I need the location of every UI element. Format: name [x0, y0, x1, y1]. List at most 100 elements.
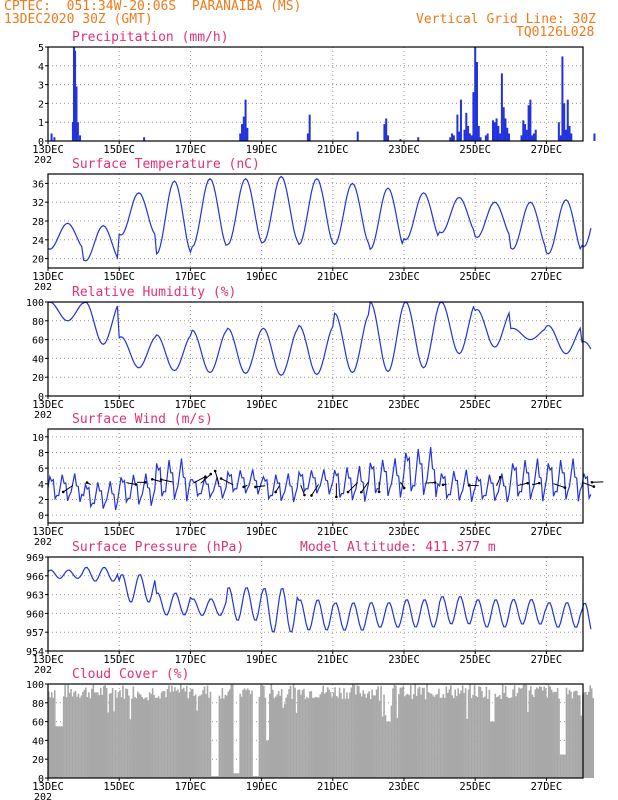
- cloud-bar: [331, 697, 333, 778]
- header-line1: CPTEC: 051:34W-20:06S PARANAIBA (MS): [4, 0, 302, 14]
- cloud-bar: [309, 691, 311, 778]
- cloud-bar: [464, 688, 467, 778]
- cloud-bar: [300, 694, 302, 778]
- cloud-bar: [570, 691, 572, 778]
- cloud-bar: [255, 776, 258, 778]
- cloud-bar: [184, 691, 187, 778]
- cloud-bar: [418, 686, 421, 778]
- cloud-bar: [564, 754, 566, 778]
- cloud-bar: [347, 698, 350, 778]
- cloud-bar: [89, 698, 92, 778]
- y-tick-label: 100: [26, 298, 44, 309]
- x-tick-label: 19DEC: [246, 781, 278, 793]
- cloud-bar: [175, 690, 178, 778]
- cloud-bar: [398, 694, 400, 778]
- panel-frame: [47, 556, 584, 652]
- precip-bar: [467, 125, 470, 141]
- cloud-bar: [246, 688, 249, 778]
- x-tick-label: 19DEC: [246, 654, 278, 666]
- cloud-bar: [507, 697, 510, 778]
- precip-bar: [475, 62, 478, 141]
- cloud-bar: [301, 690, 304, 778]
- cloud-bar: [393, 684, 396, 778]
- cloud-bar: [188, 692, 191, 778]
- cloud-bar: [577, 695, 580, 778]
- precip-bar: [417, 137, 420, 141]
- precip-bar: [520, 135, 523, 141]
- y-tick-label: 963: [26, 591, 44, 602]
- cloud-bar: [242, 689, 244, 778]
- cloud-bar: [323, 693, 326, 778]
- wind-arrow: [553, 483, 566, 489]
- cloud-bar: [182, 687, 185, 778]
- year-label: 202: [34, 282, 52, 293]
- panel-title: Relative Humidity (%): [72, 285, 236, 300]
- cloud-bar: [274, 696, 277, 778]
- cloud-bar: [490, 721, 492, 778]
- cloud-bar: [359, 693, 362, 778]
- wind-arrow: [152, 478, 163, 483]
- panel-frame: [47, 46, 584, 142]
- cloud-bar: [363, 693, 366, 778]
- cloud-bar: [478, 686, 480, 778]
- wind-arrow-head: [433, 481, 437, 484]
- cloud-bar: [261, 685, 264, 778]
- cloud-bar: [203, 686, 206, 778]
- cloud-bar: [546, 697, 548, 778]
- y-tick-label: 60: [32, 718, 44, 729]
- cloud-bar: [243, 688, 246, 778]
- cloud-bar: [457, 688, 459, 778]
- precip-bar: [143, 137, 146, 141]
- cloud-bar: [142, 699, 145, 778]
- precip-bar: [456, 114, 459, 141]
- cloud-bar: [174, 687, 176, 778]
- cloud-bar: [52, 697, 55, 778]
- x-tick-label: 13DEC: [32, 271, 64, 283]
- panel-title: Precipitation (mm/h): [72, 30, 229, 45]
- wind-arrow-head: [85, 481, 89, 484]
- x-tick-label: 17DEC: [175, 399, 207, 411]
- wind-arrow-head: [61, 490, 65, 494]
- cloud-bar: [503, 692, 505, 778]
- cloud-bar: [574, 690, 577, 778]
- cloud-bar: [504, 685, 507, 778]
- cloud-bar: [295, 712, 298, 778]
- precip-bar: [239, 133, 242, 141]
- cloud-bar: [221, 688, 224, 778]
- panel-frame: [47, 301, 584, 397]
- wind-arrow-head: [402, 486, 406, 490]
- cloud-bar: [119, 690, 121, 778]
- cloud-bar: [145, 697, 148, 778]
- cloud-bar: [303, 688, 305, 778]
- x-tick-label: 21DEC: [317, 526, 349, 538]
- cloud-bar: [458, 693, 461, 778]
- cloud-bar: [312, 697, 314, 778]
- wind-arrow: [126, 482, 137, 485]
- y-tick-label: 80: [32, 699, 44, 710]
- cloud-bar: [451, 695, 454, 778]
- cloud-bar: [212, 776, 215, 778]
- cloud-bar: [50, 692, 53, 778]
- precip-bar: [484, 135, 487, 141]
- cloud-bar: [491, 721, 494, 778]
- cloud-bar: [374, 695, 376, 778]
- cloud-bar: [53, 690, 56, 778]
- cloud-bar: [104, 685, 106, 778]
- cloud-bar: [362, 690, 365, 778]
- cloud-bar: [197, 696, 200, 778]
- cloud-bar: [335, 696, 338, 778]
- panel-5: Surface Pressure (hPa) Model Altitude: 41…: [26, 540, 592, 676]
- cloud-bar: [316, 697, 319, 778]
- precip-bar: [557, 122, 560, 141]
- precip-bar: [529, 99, 532, 141]
- cloud-bar: [114, 690, 117, 778]
- cloud-bar: [65, 697, 68, 778]
- cloud-bar: [105, 687, 108, 778]
- cloud-bar: [356, 685, 359, 778]
- wind-arrow: [425, 482, 436, 484]
- y-tick-label: 2: [38, 99, 44, 110]
- cloud-bar: [231, 684, 234, 778]
- cloud-bar: [360, 696, 363, 778]
- cloud-bar: [547, 685, 550, 778]
- wind-arrow-head: [209, 472, 213, 476]
